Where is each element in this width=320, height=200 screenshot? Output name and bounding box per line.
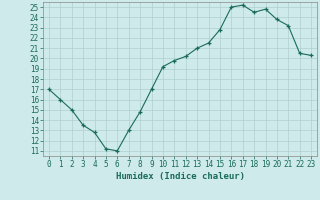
X-axis label: Humidex (Indice chaleur): Humidex (Indice chaleur) bbox=[116, 172, 244, 181]
